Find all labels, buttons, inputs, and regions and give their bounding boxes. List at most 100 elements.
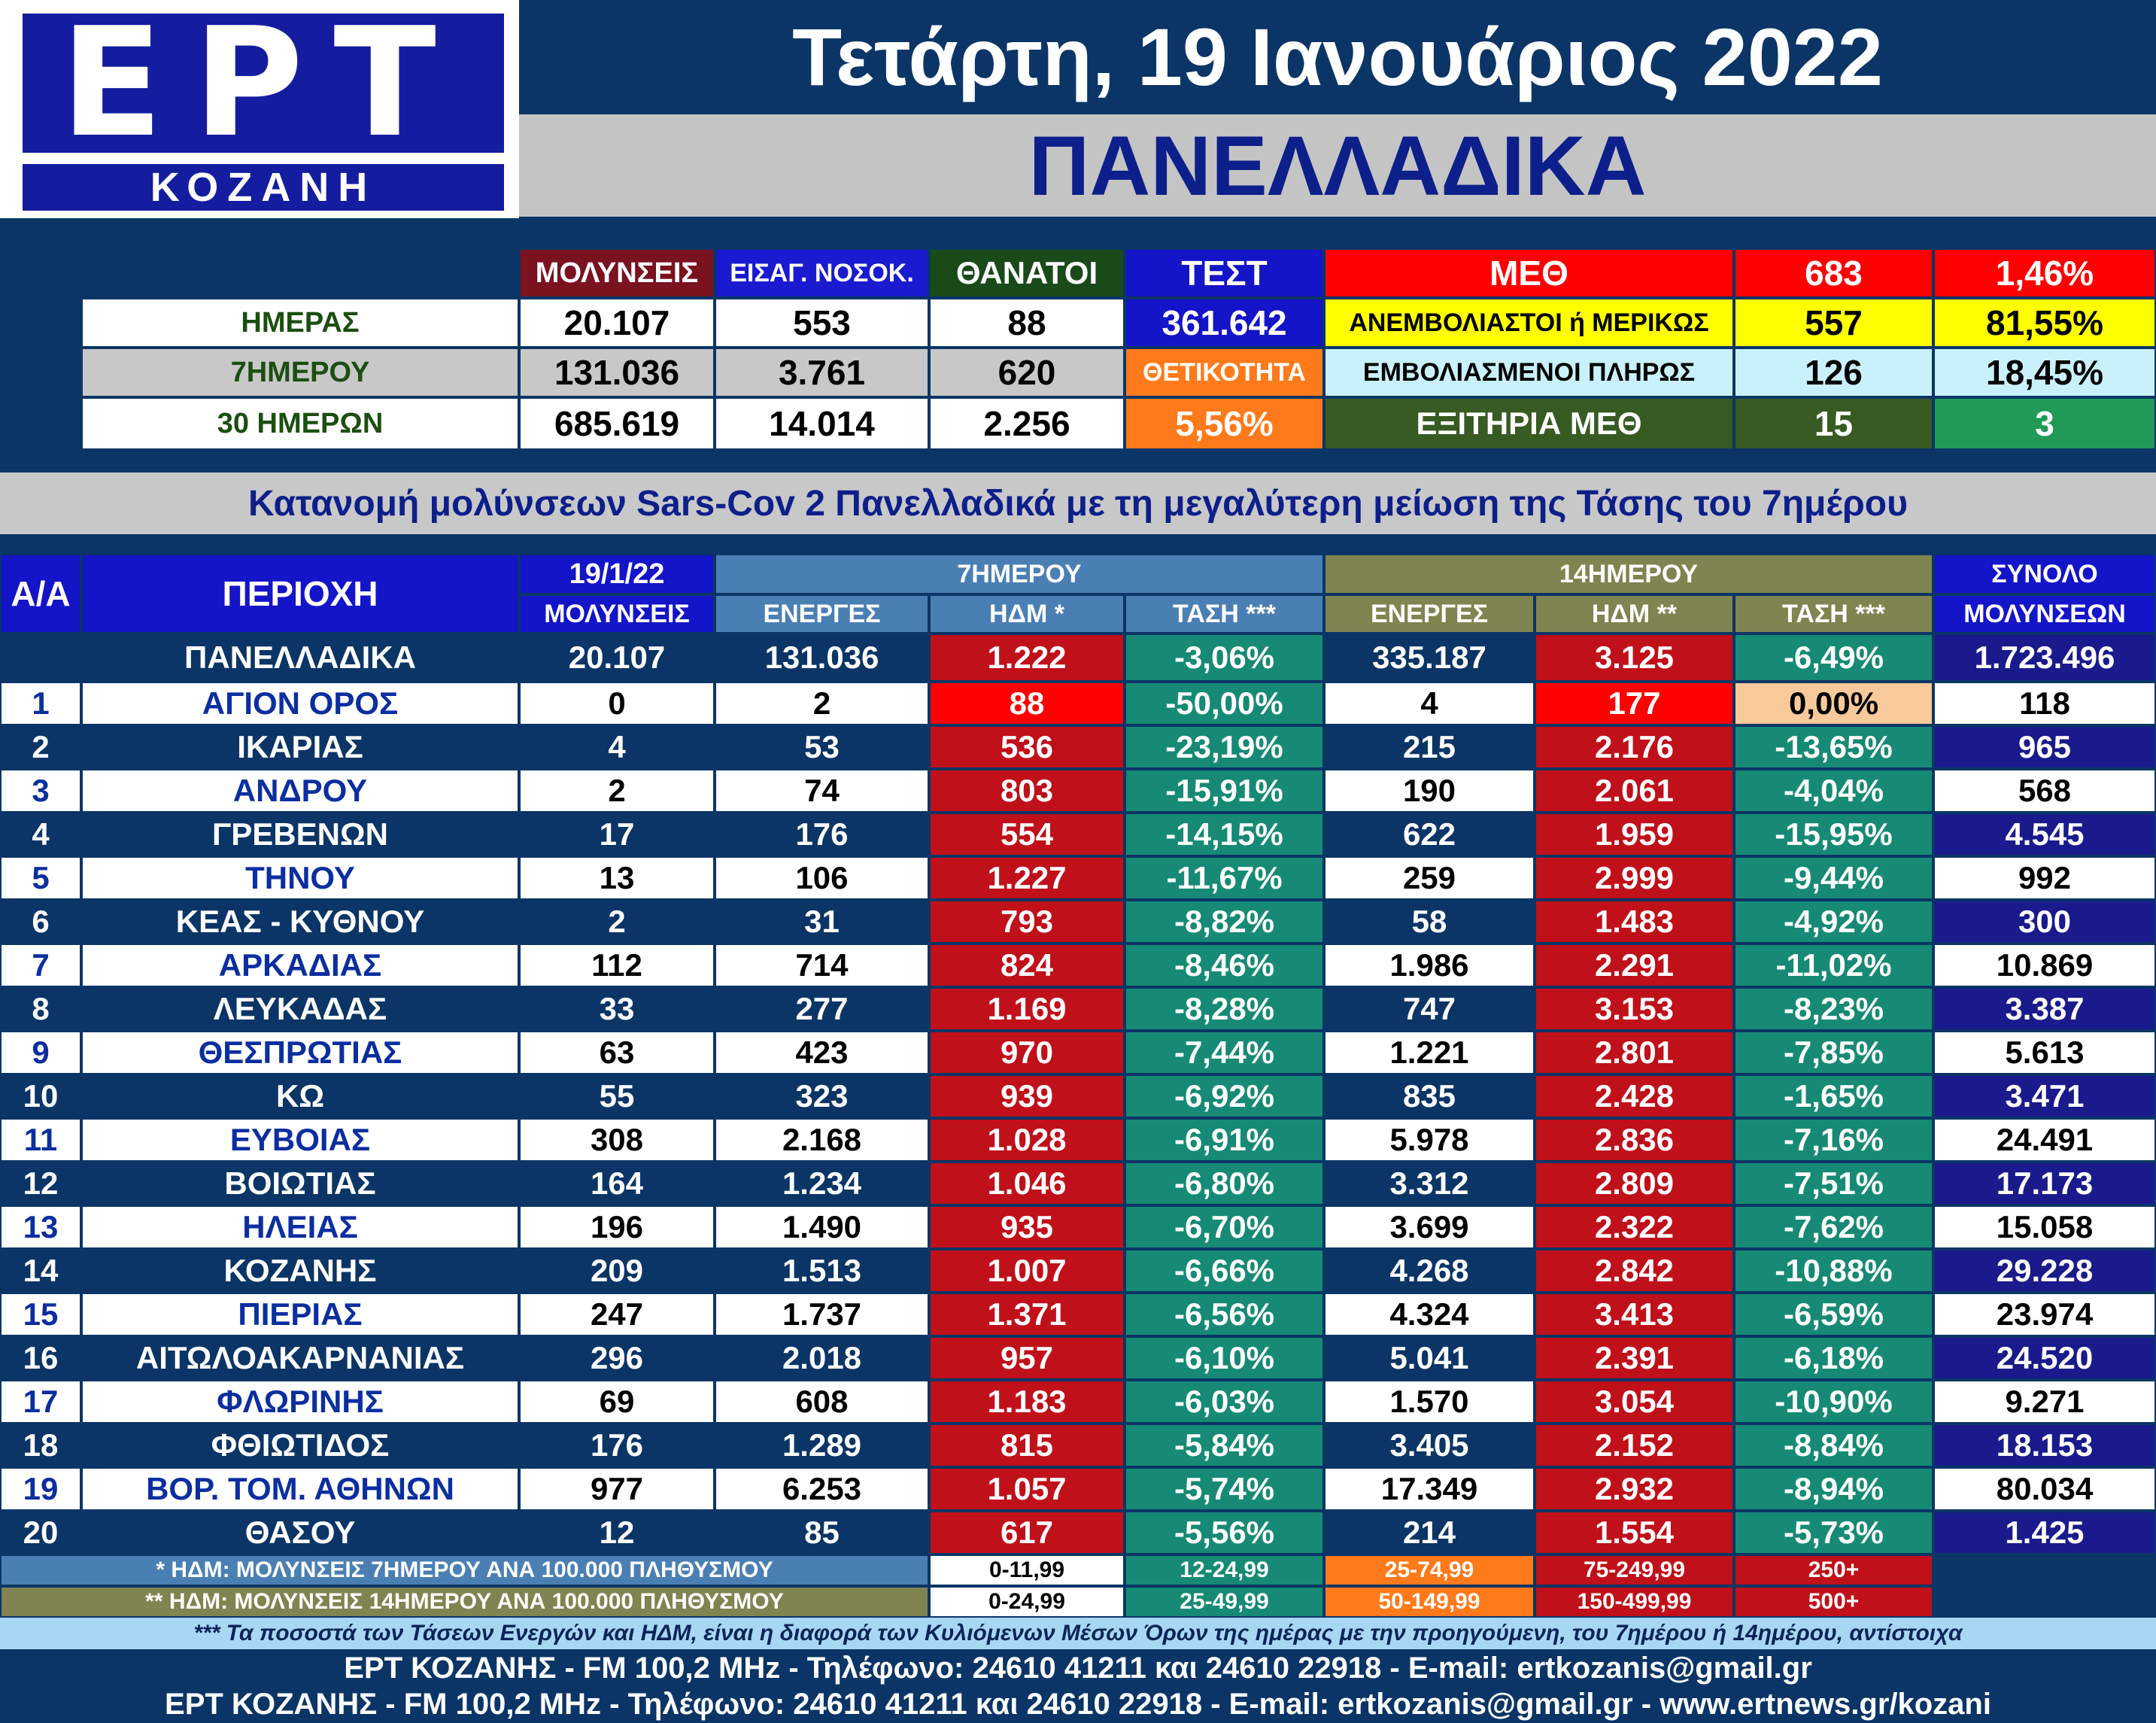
row-hdm-14: 1.483 [1535, 900, 1734, 944]
row-total: 568 [1933, 769, 2156, 813]
header-tests: ΤΕΣΤ [1125, 248, 1324, 298]
row-trend-7: -50,00% [1125, 682, 1324, 725]
row-total: 300 [1933, 900, 2156, 944]
summary-label-7day: 7ΗΜΕΡΟΥ [81, 348, 519, 397]
row-aa: 3 [0, 769, 81, 813]
row-aa: 14 [0, 1249, 81, 1293]
col-hdm-7: ΗΔΜ * [929, 594, 1125, 634]
row-area: ΑΓΙΟΝ ΟΡΟΣ [81, 682, 519, 725]
row-trend-14: -8,84% [1734, 1424, 1933, 1467]
row-day-infections: 17 [519, 813, 715, 856]
row-aa: 4 [0, 813, 81, 856]
ert-logo: ΕΡΤ ΚΟΖΑΝΗ [0, 0, 519, 218]
footer-line-2: ΕΡΤ ΚΟΖΑΝΗΣ - FM 100,2 MHz - Τηλέφωνο: 2… [165, 1687, 1991, 1721]
row-active-7: 277 [715, 987, 929, 1031]
national-trend7: -3,06% [1125, 634, 1324, 682]
row-active-7: 608 [715, 1380, 929, 1424]
legend-range7-5: 250+ [1734, 1554, 1933, 1586]
day-infections: 20.107 [519, 298, 715, 348]
row-trend-14: -9,44% [1734, 856, 1933, 900]
row-day-infections: 55 [519, 1074, 715, 1118]
row-hdm-14: 2.176 [1535, 725, 1734, 769]
row-area: ΑΙΤΩΛΟΑΚΑΡΝΑΝΙΑΣ [81, 1336, 519, 1380]
row-aa: 8 [0, 987, 81, 1031]
row-hdm-14: 3.054 [1535, 1380, 1734, 1424]
row-trend-14: -4,92% [1734, 900, 1933, 944]
col-date-sub: ΜΟΛΥΝΣΕΙΣ [519, 594, 715, 634]
row-active-14: 4.268 [1324, 1249, 1535, 1293]
row-day-infections: 977 [519, 1467, 715, 1511]
row-active-7: 74 [715, 769, 929, 813]
row-hdm-7: 1.169 [929, 987, 1125, 1031]
row-trend-7: -6,70% [1125, 1205, 1324, 1249]
national-aa [0, 634, 81, 682]
icu-unvaccinated-label: ΑΝΕΜΒΟΛΙΑΣΤΟΙ ή ΜΕΡΙΚΩΣ [1324, 298, 1734, 348]
row-active-7: 714 [715, 944, 929, 987]
footer-line-1: ΕΡΤ ΚΟΖΑΝΗΣ - FM 100,2 MHz - Τηλέφωνο: 2… [344, 1651, 1812, 1685]
row-trend-14: -8,23% [1734, 987, 1933, 1031]
row-trend-14: -7,51% [1734, 1162, 1933, 1205]
group-14day: 14ΗΜΕΡΟΥ [1324, 554, 1933, 594]
row-aa: 13 [0, 1205, 81, 1249]
row-hdm-14: 3.413 [1535, 1293, 1734, 1336]
row-hdm-7: 824 [929, 944, 1125, 987]
week-deaths: 620 [929, 348, 1125, 397]
row-total: 9.271 [1933, 1380, 2156, 1424]
row-trend-7: -15,91% [1125, 769, 1324, 813]
col-trend-14: ΤΑΣΗ *** [1734, 594, 1933, 634]
row-active-14: 5.041 [1324, 1336, 1535, 1380]
day-admissions: 553 [715, 298, 929, 348]
row-hdm-7: 88 [929, 682, 1125, 725]
row-trend-7: -5,84% [1125, 1424, 1324, 1467]
row-trend-7: -6,66% [1125, 1249, 1324, 1293]
row-trend-14: -6,18% [1734, 1336, 1933, 1380]
row-hdm-7: 554 [929, 813, 1125, 856]
legend-range14-5: 500+ [1734, 1586, 1933, 1618]
row-hdm-14: 2.999 [1535, 856, 1734, 900]
row-total: 1.425 [1933, 1511, 2156, 1554]
icu-discharges-label: ΕΞΙΤΗΡΙΑ ΜΕΘ [1324, 397, 1734, 450]
row-total: 29.228 [1933, 1249, 2156, 1293]
tests-value: 361.642 [1125, 298, 1324, 348]
row-hdm-7: 1.007 [929, 1249, 1125, 1293]
row-area: ΗΛΕΙΑΣ [81, 1205, 519, 1249]
logo-brand: ΕΡΤ [23, 14, 504, 153]
row-total: 18.153 [1933, 1424, 2156, 1467]
row-hdm-14: 2.428 [1535, 1074, 1734, 1118]
row-area: ΦΘΙΩΤΙΔΟΣ [81, 1424, 519, 1467]
row-total: 5.613 [1933, 1031, 2156, 1074]
row-hdm-7: 803 [929, 769, 1125, 813]
row-aa: 18 [0, 1424, 81, 1467]
row-trend-14: -13,65% [1734, 725, 1933, 769]
row-active-14: 4.324 [1324, 1293, 1535, 1336]
row-active-14: 3.699 [1324, 1205, 1535, 1249]
row-hdm-7: 1.183 [929, 1380, 1125, 1424]
icu-vaccinated-pct: 18,45% [1933, 348, 2156, 397]
row-area: ΓΡΕΒΕΝΩΝ [81, 813, 519, 856]
row-area: ΘΑΣΟΥ [81, 1511, 519, 1554]
month-infections: 685.619 [519, 397, 715, 450]
row-trend-14: -10,90% [1734, 1380, 1933, 1424]
col-trend-7: ΤΑΣΗ *** [1125, 594, 1324, 634]
row-trend-7: -6,10% [1125, 1336, 1324, 1380]
row-hdm-7: 536 [929, 725, 1125, 769]
national-hdm14: 3.125 [1535, 634, 1734, 682]
row-day-infections: 112 [519, 944, 715, 987]
row-area: ΚΟΖΑΝΗΣ [81, 1249, 519, 1293]
row-active-14: 3.312 [1324, 1162, 1535, 1205]
row-aa: 7 [0, 944, 81, 987]
national-active14: 335.187 [1324, 634, 1535, 682]
row-day-infections: 196 [519, 1205, 715, 1249]
header-deaths: ΘΑΝΑΤΟΙ [929, 248, 1125, 298]
row-day-infections: 69 [519, 1380, 715, 1424]
row-active-14: 259 [1324, 856, 1535, 900]
row-hdm-7: 1.371 [929, 1293, 1125, 1336]
row-trend-7: -6,92% [1125, 1074, 1324, 1118]
row-active-14: 622 [1324, 813, 1535, 856]
row-active-7: 176 [715, 813, 929, 856]
row-active-14: 4 [1324, 682, 1535, 725]
row-aa: 15 [0, 1293, 81, 1336]
row-trend-14: -6,59% [1734, 1293, 1933, 1336]
row-trend-14: -5,73% [1734, 1511, 1933, 1554]
row-hdm-7: 1.028 [929, 1118, 1125, 1162]
